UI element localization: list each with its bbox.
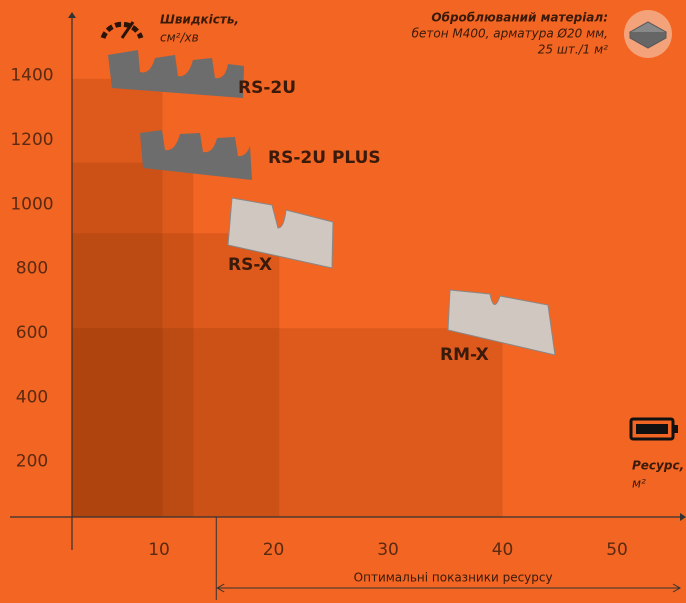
product-label: RS-2U <box>238 78 296 98</box>
product-label: RS-X <box>228 255 272 275</box>
battery-icon <box>629 417 675 441</box>
rs-2u-plus-segment <box>140 130 252 180</box>
x-tick-label: 20 <box>263 540 285 560</box>
y-tick-label: 600 <box>16 323 48 343</box>
x-tick-label: 10 <box>148 540 170 560</box>
material-icon-side <box>629 32 667 49</box>
resource-area <box>72 162 194 517</box>
y-axis-title: Швидкість, <box>160 13 239 27</box>
y-tick-label: 400 <box>16 387 48 407</box>
product-label: RS-2U PLUS <box>268 148 381 168</box>
speed-icon <box>100 21 144 39</box>
y-axis-arrow <box>68 12 76 18</box>
product-label: RM-X <box>440 345 489 365</box>
resource-area <box>72 328 503 517</box>
material-title: Оброблюваний матеріал: <box>431 11 608 25</box>
x-tick-label: 50 <box>606 540 628 560</box>
y-tick-label: 1000 <box>10 194 53 214</box>
speed-needle <box>120 21 135 39</box>
optimal-label: Оптимальні показники ресурсу <box>354 571 553 585</box>
y-axis-unit: см²/хв <box>160 31 199 45</box>
material-text: бетон М400, арматура Ø20 мм, <box>412 27 608 41</box>
x-tick-label: 40 <box>492 540 514 560</box>
y-tick-label: 1400 <box>10 66 53 86</box>
battery-tip <box>674 425 678 433</box>
battery-fill <box>636 424 668 434</box>
y-tick-label: 800 <box>16 259 48 279</box>
x-axis-unit: м² <box>632 477 646 491</box>
x-axis-arrow <box>680 513 686 521</box>
material-text: 25 шт./1 м² <box>538 43 608 57</box>
arrow-head <box>216 583 225 593</box>
y-tick-label: 1200 <box>10 130 53 150</box>
arrow-head <box>672 583 682 593</box>
x-tick-label: 30 <box>377 540 399 560</box>
rs-2u-segment <box>108 50 244 98</box>
rs-x-segment <box>227 197 334 269</box>
x-axis-title: Ресурс, <box>632 459 684 473</box>
resource-area <box>72 233 280 517</box>
rm-x-segment <box>447 289 556 356</box>
y-tick-label: 200 <box>16 452 48 472</box>
